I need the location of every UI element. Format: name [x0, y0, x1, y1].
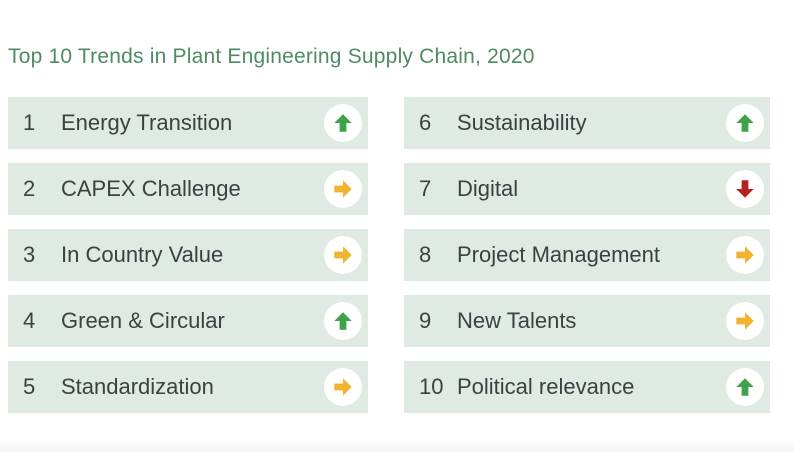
trend-rank: 1 [23, 110, 36, 136]
trends-grid: 1 Energy Transition 2 CAPEX Challenge 3 … [8, 97, 770, 414]
trend-rank: 6 [419, 110, 432, 136]
trend-row: 10 Political relevance [404, 361, 770, 414]
trend-label: Standardization [61, 374, 214, 400]
bottom-fade [0, 438, 794, 452]
trend-label: New Talents [457, 308, 577, 334]
trend-up-icon [324, 302, 362, 341]
trend-row: 2 CAPEX Challenge [8, 163, 368, 216]
trend-rank: 5 [23, 374, 36, 400]
trend-row: 3 In Country Value [8, 229, 368, 282]
trend-right-icon [726, 236, 764, 275]
trend-label: Political relevance [457, 374, 635, 400]
trend-rank: 4 [23, 308, 36, 334]
trend-rank: 10 [419, 374, 444, 400]
trend-up-icon [324, 104, 362, 143]
page-title: Top 10 Trends in Plant Engineering Suppl… [8, 45, 535, 68]
trend-right-icon [324, 236, 362, 275]
trend-row: 1 Energy Transition [8, 97, 368, 150]
trend-row: 6 Sustainability [404, 97, 770, 150]
trend-row: 9 New Talents [404, 295, 770, 348]
trend-row: 7 Digital [404, 163, 770, 216]
trend-label: Energy Transition [61, 110, 233, 136]
trends-column-right: 6 Sustainability 7 Digital 8 Project Man… [404, 97, 770, 414]
trend-right-icon [324, 368, 362, 407]
trends-column-left: 1 Energy Transition 2 CAPEX Challenge 3 … [8, 97, 368, 414]
trend-up-icon [726, 104, 764, 143]
trend-row: 4 Green & Circular [8, 295, 368, 348]
trend-row: 5 Standardization [8, 361, 368, 414]
trend-rank: 9 [419, 308, 432, 334]
trend-right-icon [324, 170, 362, 209]
trend-label: CAPEX Challenge [61, 176, 241, 202]
trend-rank: 3 [23, 242, 36, 268]
trend-label: In Country Value [61, 242, 224, 268]
trend-right-icon [726, 302, 764, 341]
trend-row: 8 Project Management [404, 229, 770, 282]
trend-rank: 2 [23, 176, 36, 202]
trend-label: Digital [457, 176, 519, 202]
trend-label: Project Management [457, 242, 660, 268]
trend-up-icon [726, 368, 764, 407]
trend-down-icon [726, 170, 764, 209]
trend-rank: 7 [419, 176, 432, 202]
trend-rank: 8 [419, 242, 432, 268]
trend-label: Sustainability [457, 110, 587, 136]
trend-label: Green & Circular [61, 308, 225, 334]
